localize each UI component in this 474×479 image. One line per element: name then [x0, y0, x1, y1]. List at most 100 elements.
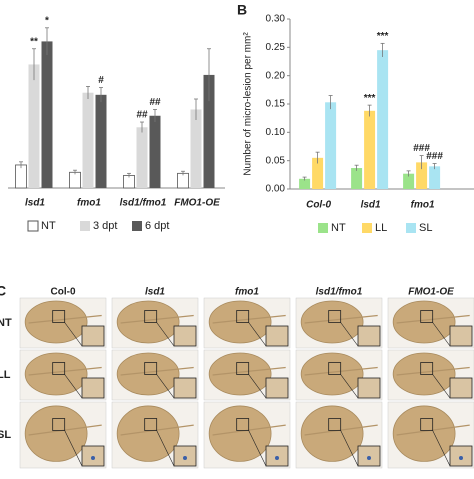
- bar: [41, 41, 53, 188]
- leaf: [208, 352, 272, 396]
- bar: [351, 168, 363, 189]
- zoom-box: [420, 362, 434, 375]
- inset: [173, 377, 197, 399]
- leaf-vein: [304, 366, 378, 376]
- x-tick-label: lsd1: [361, 200, 381, 211]
- zoom-box: [236, 418, 250, 431]
- y-tick-label: 0.20: [266, 70, 286, 81]
- leaf: [392, 352, 456, 396]
- legend-label: NT: [41, 220, 56, 232]
- legend-label: SL: [419, 222, 432, 234]
- x-tick-label: lsd1: [25, 198, 45, 209]
- bar: [190, 109, 202, 188]
- leaf-vein: [396, 424, 470, 436]
- zoom-box: [52, 418, 66, 431]
- leaf-vein: [396, 314, 470, 324]
- inset: [81, 325, 105, 347]
- zoom-box: [328, 310, 342, 323]
- x-tick-label: fmo1: [77, 198, 101, 209]
- zoom-box: [144, 310, 158, 323]
- leaf-vein: [304, 424, 378, 436]
- significance-label: **: [30, 36, 38, 47]
- zoom-line: [64, 430, 83, 467]
- bar: [95, 94, 107, 188]
- bar: [377, 50, 389, 189]
- legend-swatch: [362, 223, 372, 233]
- bar: [149, 115, 161, 188]
- inset: [173, 325, 197, 347]
- y-axis-label: Number of micro-lesion per mm²: [243, 32, 254, 176]
- x-tick-label: lsd1/fmo1: [120, 198, 167, 209]
- inset: [265, 325, 289, 347]
- legend-swatch: [132, 221, 142, 231]
- row-header: SL: [0, 429, 11, 441]
- zoom-box: [236, 362, 250, 375]
- zoom-line: [340, 430, 359, 467]
- bar: [299, 178, 311, 189]
- legend-swatch: [318, 223, 328, 233]
- leaf-vein: [28, 366, 102, 376]
- leaf: [116, 300, 180, 344]
- inset: [81, 377, 105, 399]
- zoom-box: [420, 310, 434, 323]
- significance-label: #: [98, 75, 104, 86]
- legend-label: NT: [331, 222, 346, 234]
- leaf: [392, 405, 456, 462]
- column-header: FMO1-OE: [408, 287, 454, 298]
- legend-swatch: [406, 223, 416, 233]
- zoom-line: [340, 322, 359, 347]
- legend-label: 3 dpt: [93, 220, 117, 232]
- legend-label: 6 dpt: [145, 220, 169, 232]
- leaf-vein: [120, 366, 194, 376]
- lesion-spot: [183, 456, 187, 460]
- leaf: [300, 300, 364, 344]
- zoom-line: [248, 374, 267, 399]
- bar: [28, 64, 40, 188]
- zoom-box: [328, 418, 342, 431]
- zoom-line: [156, 322, 175, 347]
- y-tick-label: 0.10: [266, 127, 286, 138]
- bar: [136, 127, 148, 188]
- zoom-line: [432, 430, 451, 467]
- lesion-spot: [367, 456, 371, 460]
- zoom-line: [432, 322, 451, 347]
- bar: [364, 110, 376, 189]
- leaf: [24, 300, 88, 344]
- zoom-line: [64, 374, 83, 399]
- column-header: Col-0: [51, 287, 76, 298]
- leaf: [24, 352, 88, 396]
- bar: [403, 173, 415, 189]
- leaf-vein: [120, 424, 194, 436]
- column-header: lsd1/fmo1: [316, 287, 363, 298]
- inset: [449, 377, 473, 399]
- zoom-box: [420, 418, 434, 431]
- leaf: [208, 405, 272, 462]
- bar: [325, 102, 337, 189]
- significance-label: ###: [426, 151, 443, 162]
- leaf-vein: [304, 314, 378, 324]
- bar: [177, 172, 189, 189]
- zoom-box: [144, 362, 158, 375]
- y-tick-label: 0.15: [266, 99, 286, 110]
- significance-label: ###: [413, 143, 430, 154]
- x-tick-label: fmo1: [411, 200, 435, 211]
- bar: [69, 171, 81, 189]
- inset: [449, 325, 473, 347]
- zoom-line: [432, 374, 451, 399]
- y-tick-label: 0.25: [266, 42, 286, 53]
- y-tick-label: 0.05: [266, 155, 286, 166]
- lesion-spot: [91, 456, 95, 460]
- panel-label: C: [0, 283, 6, 299]
- leaf: [300, 405, 364, 462]
- row-header: NT: [0, 317, 12, 329]
- zoom-line: [248, 430, 267, 467]
- legend-label: LL: [375, 222, 387, 234]
- lesion-spot: [275, 456, 279, 460]
- zoom-line: [248, 322, 267, 347]
- zoom-box: [52, 362, 66, 375]
- lesion-spot: [459, 456, 463, 460]
- leaf: [24, 405, 88, 462]
- leaf-vein: [28, 424, 102, 436]
- significance-label: *: [45, 15, 49, 26]
